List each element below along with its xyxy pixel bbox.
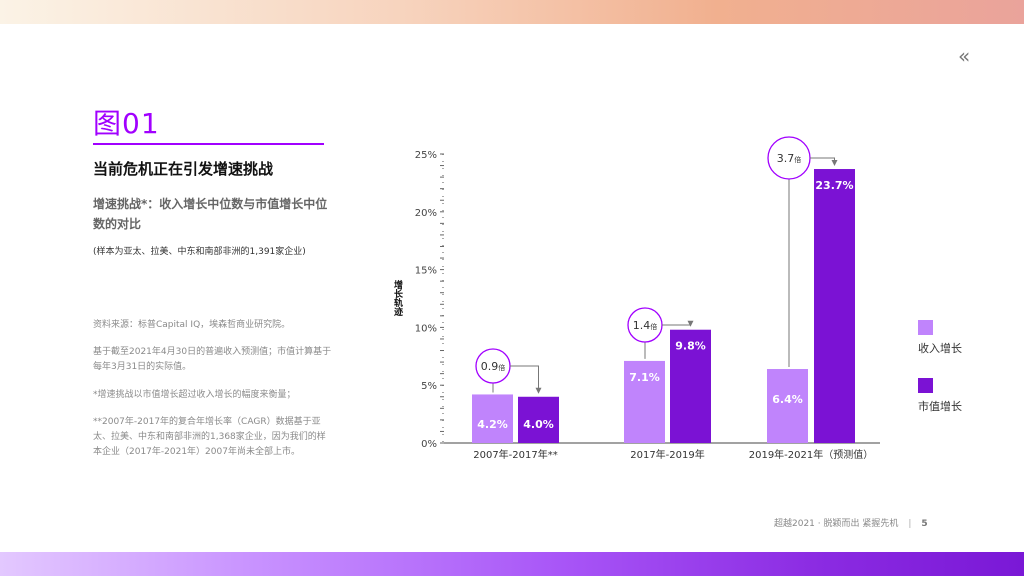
bar-data-label: 9.8% [675, 340, 706, 353]
x-tick-label: 2007年-2017年** [473, 448, 558, 461]
top-gradient-band [0, 0, 1024, 24]
bar-revenue [472, 394, 513, 443]
annotation-arrow-head [687, 320, 694, 327]
bottom-gradient-band [0, 552, 1024, 576]
source-note: 资料来源：标普Capital IQ，埃森哲商业研究院。 [93, 320, 291, 330]
double-chevron-left-icon[interactable]: « [958, 44, 971, 68]
annotation-arrow-line [510, 365, 539, 389]
y-tick-label: 25% [415, 150, 437, 161]
bar-market [518, 396, 559, 443]
legend-swatch-revenue [918, 320, 933, 335]
bar-data-label: 4.2% [477, 418, 508, 431]
legend-swatch-market [918, 378, 933, 393]
y-tick-label: 0% [421, 439, 437, 450]
x-tick-label: 2017年-2019年 [630, 448, 705, 461]
annotation-arrow-line [662, 321, 691, 326]
annotation-ratio: 1.4倍 [633, 319, 658, 332]
bar-data-label: 7.1% [629, 371, 660, 384]
cagr-note: **2007年-2017年的复合年增长率（CAGR）数据基于亚太、拉美、中东和南… [93, 417, 326, 457]
annotation-arrow-line [810, 157, 835, 162]
bar-revenue [767, 369, 808, 443]
annotation-arrow-head [535, 387, 542, 394]
footer-text: 超越2021 · 脱颖而出 紧握先机 [774, 519, 899, 529]
y-axis-label: 增长轨迹 [392, 279, 403, 317]
bar-market [670, 329, 711, 443]
y-tick-label: 5% [421, 381, 437, 392]
y-tick-label: 20% [415, 208, 437, 219]
y-tick-label: 10% [415, 323, 437, 334]
legend-label-market: 市值增长 [918, 400, 962, 413]
methodology-note: 基于截至2021年4月30日的普遍收入预测值；市值计算基于每年3月31日的实际值… [93, 347, 332, 372]
y-tick-label: 15% [415, 266, 437, 277]
x-tick-label: 2019年-2021年（预测值） [749, 448, 874, 461]
bar-market [814, 169, 855, 443]
annotation-unit: 倍 [498, 363, 505, 372]
legend-market: 市值增长 [918, 378, 962, 414]
bar-data-label: 23.7% [815, 179, 853, 192]
annotation-ratio: 0.9倍 [481, 360, 506, 373]
bar-data-label: 4.0% [523, 418, 554, 431]
page-number: 5 [921, 519, 928, 529]
annotation-unit: 倍 [650, 322, 657, 331]
annotation-ratio: 3.7倍 [777, 152, 802, 165]
figure-title: 当前危机正在引发增速挑战 [93, 160, 274, 178]
definition-note: *增速挑战以市值增长超过收入增长的幅度来衡量； [93, 390, 296, 400]
bar-revenue [624, 360, 665, 443]
figure-subtitle: 增速挑战*：收入增长中位数与市值增长中位数的对比 [93, 197, 328, 231]
annotation-arrow-head [831, 160, 838, 167]
legend-revenue: 收入增长 [918, 320, 962, 356]
sample-note: (样本为亚太、拉美、中东和南部非洲的1,391家企业) [93, 247, 306, 257]
legend-label-revenue: 收入增长 [918, 342, 962, 355]
bar-data-label: 6.4% [772, 393, 803, 406]
figure-number: 图01 [93, 107, 160, 140]
footer: 超越2021 · 脱颖而出 紧握先机 | 5 [774, 519, 928, 529]
figure-divider [93, 143, 324, 145]
annotation-unit: 倍 [794, 155, 801, 164]
